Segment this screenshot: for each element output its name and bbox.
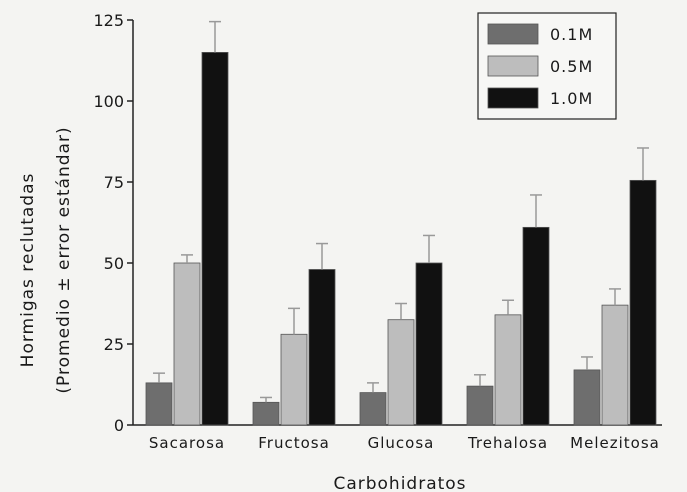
legend-swatch-0.5M [487,55,539,77]
x-tick-label: Melezitosa [570,434,660,452]
bar-0.1M-Sacarosa [145,382,173,426]
bar-0.5M-Fructosa [280,333,308,426]
bar-0.1M-Trehalosa [466,385,494,426]
bar-1.0M-Trehalosa [522,226,550,426]
x-tick-label: Trehalosa [467,434,548,452]
y-tick-label: 25 [104,335,124,354]
y-tick-label: 0 [114,416,124,435]
bar-0.1M-Glucosa [359,392,387,426]
bar-1.0M-Fructosa [308,269,336,426]
y-tick-label: 75 [104,173,124,192]
legend-swatch-1.0M [487,87,539,109]
y-axis-title-line1: Hormigas reclutadas [18,173,38,368]
bar-0.5M-Sacarosa [173,262,201,426]
y-axis: 0 25 50 75 100 125 [93,11,134,435]
bar-0.5M-Trehalosa [494,314,522,426]
legend-label: 0.1M [550,25,593,44]
bar-0.5M-Glucosa [387,319,415,426]
x-tick-label: Glucosa [368,434,435,452]
error-bars-group [153,20,649,403]
bar-1.0M-Glucosa [415,262,443,426]
legend-label: 1.0M [550,89,593,108]
bar-1.0M-Sacarosa [201,52,229,426]
x-tick-label: Fructosa [258,434,330,452]
x-axis-title: Carbohidratos [333,474,466,492]
category-labels: Sacarosa Fructosa Glucosa Trehalosa Melezito… [149,434,660,452]
y-tick-label: 125 [93,11,124,30]
bar-0.5M-Melezitosa [601,304,629,426]
y-tick-label: 50 [104,254,124,273]
bar-0.1M-Fructosa [252,401,280,426]
legend-label: 0.5M [550,57,593,76]
x-tick-label: Sacarosa [149,434,225,452]
bar-1.0M-Melezitosa [629,179,657,426]
legend: 0.1M 0.5M 1.0M [477,12,617,120]
bars-group [145,52,657,426]
y-tick-label: 100 [93,92,124,111]
y-axis-title-line2: (Promedio ± error estándar) [54,126,74,393]
bar-0.1M-Melezitosa [573,369,601,426]
legend-swatch-0.1M [487,23,539,45]
